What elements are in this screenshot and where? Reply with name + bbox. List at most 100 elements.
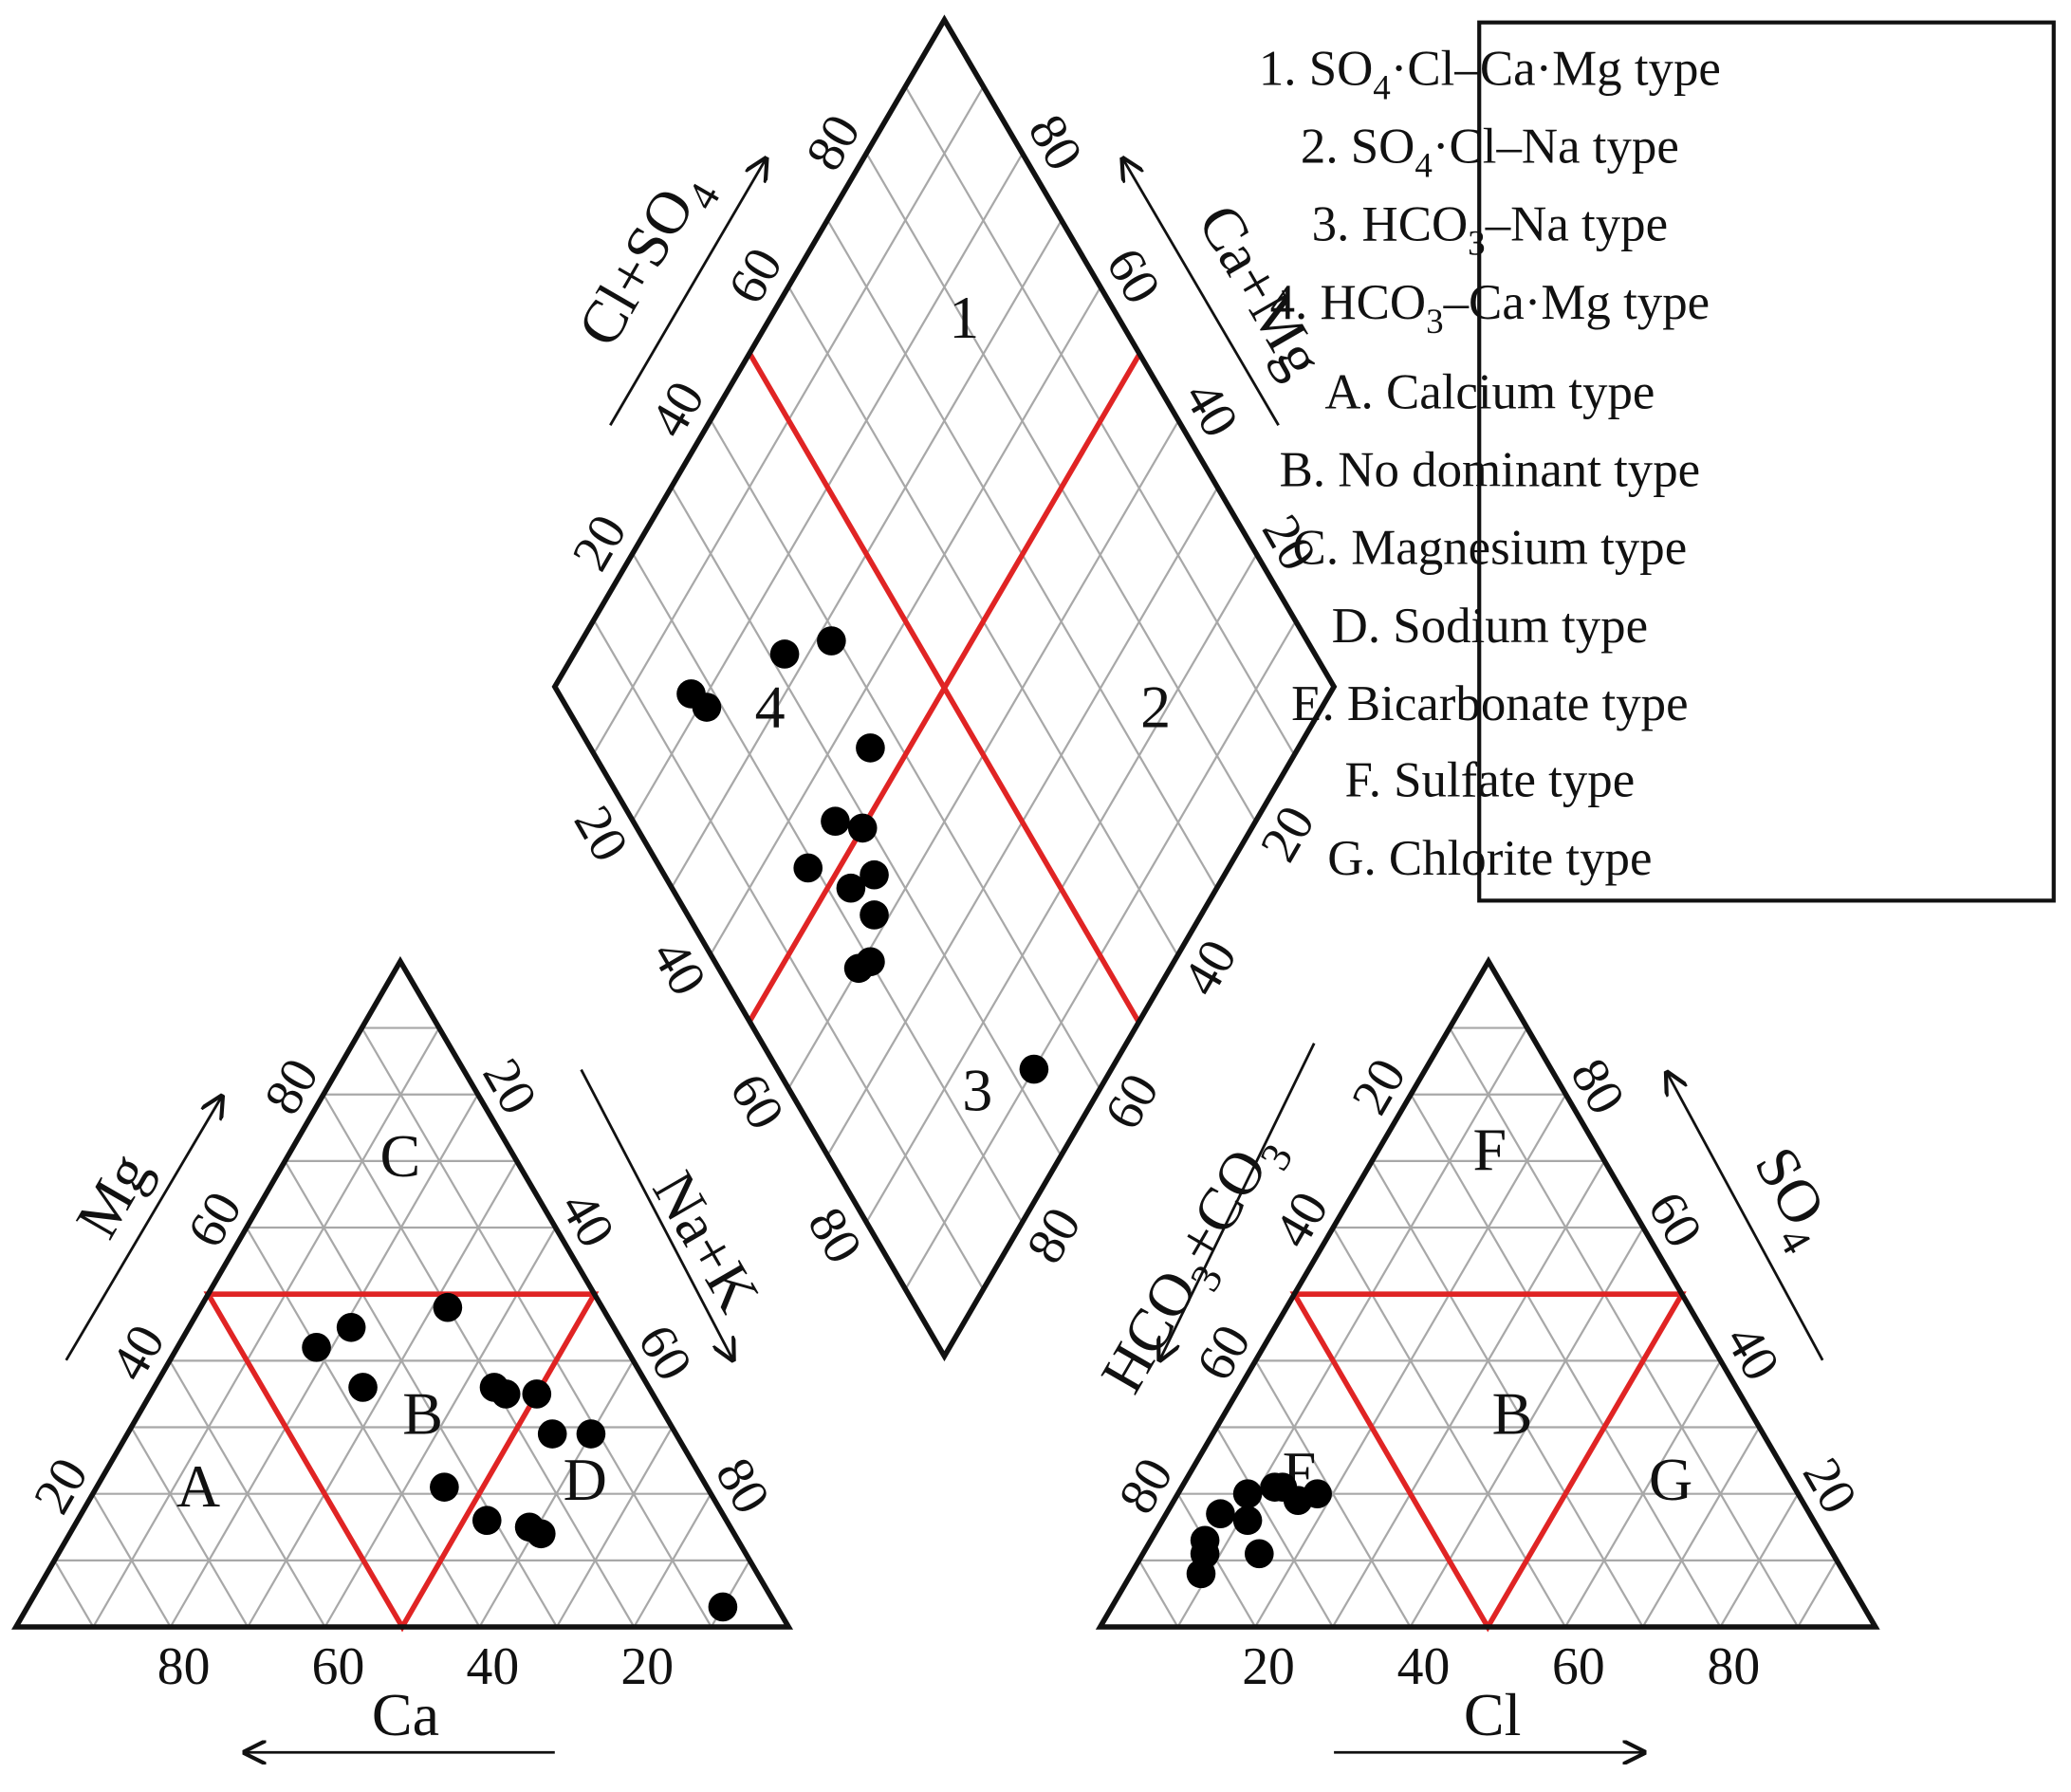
tick-label: 60 [1095,238,1173,313]
arrow [580,1068,733,1360]
tick-label: 60 [312,1637,365,1696]
sample-point [336,1312,366,1342]
tick-label: 80 [1107,1449,1185,1524]
tick-label: 40 [1713,1315,1791,1390]
grid-line [92,1027,440,1628]
arrow [1122,158,1280,426]
arrow [1159,1043,1316,1360]
triangle-frame [1095,955,1880,1630]
sample-point [860,859,889,890]
axis-arrows [65,158,1824,1752]
tick-label: 40 [1397,1637,1451,1696]
tick-label: 80 [1707,1637,1760,1696]
region-label: A [176,1452,220,1520]
sample-point [1019,1054,1049,1084]
axis-title: Cl+SO4 [564,158,729,364]
region-label: 2 [1140,673,1171,740]
region-label: 1 [949,284,979,351]
tick-label: 20 [1341,1049,1418,1124]
sample-point [537,1419,567,1449]
sample-point [860,900,889,930]
sample-point [1186,1559,1216,1589]
tick-label: 60 [717,238,795,313]
tick-label: 60 [1185,1315,1263,1390]
tick-label: 20 [620,1637,674,1696]
tick-label: 20 [1791,1449,1869,1524]
sample-point [430,1472,459,1502]
arrow [65,1096,222,1361]
tick-label: 20 [561,506,638,581]
boundaries [203,351,1687,1633]
grid-line [1641,1426,1761,1628]
grid-line [247,1160,518,1628]
grid-line [361,1027,712,1628]
grid-line [1797,1560,1839,1628]
arrow [609,158,766,426]
grid-line [1254,1359,1412,1628]
type-boundary [203,1291,600,1633]
tick-label: 80 [253,1049,331,1124]
grid-line [284,1160,558,1628]
region-label: C [380,1122,421,1190]
sample-point [472,1506,502,1536]
sample-point [856,947,885,977]
tick-label: 60 [1636,1182,1714,1257]
grid-line [478,1359,635,1628]
legend-entry: 3. HCO3–Na type [1312,197,1668,264]
sample-point [708,1592,738,1622]
grid-line [555,1426,674,1628]
sample-point [1267,1472,1298,1502]
sample-point [769,639,800,669]
diamond-frame [551,14,1338,1362]
sample-point [526,1519,556,1549]
axis-title: Cl [1464,1680,1521,1747]
region-label: F [1473,1116,1507,1183]
sample-point [522,1379,552,1409]
legend-entry: D. Sodium type [1332,599,1648,654]
tick-label: 60 [176,1182,254,1257]
arrow [1667,1072,1824,1361]
sample-point [1232,1479,1263,1508]
sample-point [692,693,722,722]
sample-point [1244,1539,1274,1569]
grid-line [169,1094,479,1628]
axis-title: Mg [62,1142,162,1249]
tick-label: 80 [704,1449,782,1524]
sample-point [836,873,866,903]
tick-label: 80 [1017,105,1095,180]
region-label: B [1492,1379,1533,1447]
region-label: G [1649,1446,1692,1513]
region-label: D [564,1446,607,1513]
tick-label: 40 [100,1315,177,1390]
grid-line [130,1426,250,1628]
type-boundary [1289,1291,1687,1633]
sample-point [348,1373,378,1402]
region-label: 4 [755,673,786,740]
sample-point [302,1333,331,1362]
legend-entry: E. Bicarbonate type [1291,676,1688,731]
axis-title: Ca [372,1680,439,1747]
tick-label: 40 [1173,372,1250,447]
sample-point [847,813,878,843]
sample-point [1232,1506,1263,1536]
tick-label: 20 [1242,1637,1295,1696]
grid-line [1371,1160,1644,1628]
tick-label: 60 [626,1315,704,1390]
legend-entry: 1. SO4·Cl–Ca·Mg type [1259,41,1721,107]
tick-label: 40 [1263,1182,1341,1257]
tick-label: 80 [795,105,873,180]
legend-entry: A. Calcium type [1324,364,1655,419]
grid-line [1331,1160,1606,1628]
grid-line [1215,1426,1334,1628]
tick-label: 20 [471,1049,548,1124]
region-label: 3 [962,1056,992,1123]
legend-entry: 4. HCO3–Ca·Mg type [1270,275,1710,342]
type-boundary [747,353,1142,1024]
sample-point [793,853,823,883]
legend-entry: C. Magnesium type [1293,521,1688,576]
tick-label: 80 [1559,1049,1636,1124]
region-label: B [402,1379,443,1447]
tick-label: 40 [467,1637,520,1696]
legend-entry: 2. SO4·Cl–Na type [1301,120,1679,186]
